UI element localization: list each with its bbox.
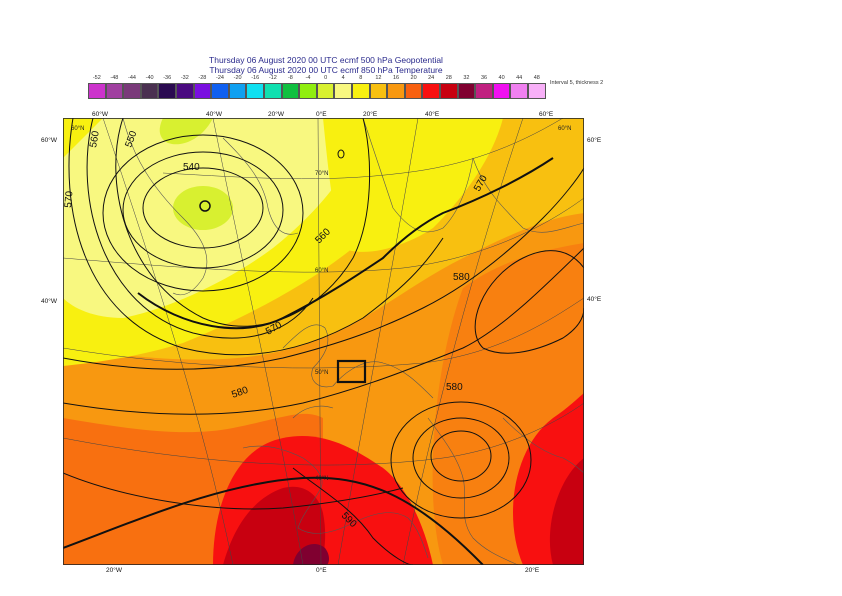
selection-box — [336, 359, 367, 384]
legend-tick-label: -36 — [163, 75, 172, 81]
left-lon-label: 40°W — [41, 298, 57, 305]
legend-swatch — [510, 83, 528, 99]
legend-swatch — [88, 83, 106, 99]
legend-tick-label: 36 — [480, 75, 488, 81]
right-lon-label: 40°E — [587, 296, 602, 303]
bottom-lon-label: 20°E — [525, 567, 540, 574]
legend-tick-label: -32 — [180, 75, 189, 81]
lat-label: 40°N — [315, 476, 328, 482]
legend-tick-label: 40 — [498, 75, 505, 81]
legend-tick-label: 32 — [463, 75, 470, 81]
legend-tick-label: -8 — [287, 75, 293, 81]
legend-swatch — [246, 83, 264, 99]
legend-swatch — [264, 83, 282, 99]
legend-swatch — [281, 83, 300, 99]
lat-label: 60°N — [315, 268, 328, 274]
legend-tick-label: -48 — [110, 75, 119, 81]
legend-swatch — [404, 83, 423, 99]
legend-tick-label: -40 — [145, 75, 154, 81]
right-lon-label: 60°E — [587, 137, 602, 144]
legend-tick-label: 4 — [341, 75, 345, 81]
legend-swatch — [387, 83, 405, 99]
contour-label: 540 — [183, 162, 200, 173]
legend-tick-label: 48 — [533, 75, 540, 81]
legend-swatch — [440, 83, 458, 99]
legend-tick-label: -44 — [128, 75, 136, 81]
temp-field-8-scandinavia — [323, 118, 503, 252]
legend-tick-label: 20 — [410, 75, 417, 81]
legend-tick-label: -52 — [92, 75, 101, 81]
bottom-lon-label: 20°W — [106, 567, 122, 574]
legend-swatch — [299, 83, 317, 99]
legend-tick-label: 8 — [359, 75, 363, 81]
legend-tick-label: -24 — [216, 75, 224, 81]
legend-tick-label: 24 — [428, 75, 435, 81]
top-lon-label: 20°W — [268, 111, 284, 118]
legend-tick-label: -12 — [268, 75, 277, 81]
map-svg: 560 550 540 570 560 570 570 580 580 580 … — [63, 118, 584, 565]
legend-tick-label: -16 — [251, 75, 260, 81]
legend-swatch — [105, 83, 124, 99]
contour-label: 570 — [63, 190, 75, 208]
legend-swatch — [193, 83, 212, 99]
legend-note: Interval 5, thickness 2 — [550, 80, 604, 86]
top-lon-label: 60°E — [539, 111, 554, 118]
contour-label: 580 — [446, 382, 463, 393]
top-lon-label: 40°E — [425, 111, 440, 118]
lat-label: 70°N — [315, 171, 328, 177]
legend-swatch — [211, 83, 229, 99]
legend-tick-label: 0 — [324, 75, 328, 81]
legend-tick-label: 12 — [375, 75, 382, 81]
top-lon-label: 60°W — [92, 111, 108, 118]
legend-swatch — [140, 83, 159, 99]
map-panel: 560 550 540 570 560 570 570 580 580 580 … — [63, 118, 584, 565]
legend-tick-label: 28 — [445, 75, 452, 81]
contour-label: 560 — [88, 130, 102, 149]
lat-label: 50°N — [315, 370, 328, 376]
top-lon-label: 0°E — [316, 111, 327, 118]
legend-tick-label: -28 — [198, 75, 207, 81]
legend-swatch — [528, 83, 546, 99]
chart-title-line-1: Thursday 06 August 2020 00 UTC ecmf 500 … — [209, 55, 443, 65]
legend-tick-label: -20 — [233, 75, 242, 81]
temp-field-28-east — [549, 458, 584, 565]
contour-label: 580 — [453, 272, 470, 283]
legend-swatch — [334, 83, 352, 99]
chart-title-line-2: Thursday 06 August 2020 00 UTC ecmf 850 … — [209, 65, 443, 75]
legend-tick-label: -4 — [305, 75, 311, 81]
lat-label-group: 70°N 60°N 50°N 40°N 60°N 60°N — [71, 126, 571, 482]
legend-swatch — [176, 83, 194, 99]
legend-swatch — [422, 83, 440, 99]
legend-swatch — [123, 83, 141, 99]
corner-lat-label: 60°N — [71, 126, 84, 132]
legend-swatch — [158, 83, 176, 99]
corner-lat-label: 60°N — [558, 126, 571, 132]
thick-contours — [63, 157, 554, 565]
legend-swatch — [475, 83, 493, 99]
legend-swatch — [316, 83, 335, 99]
legend-swatch — [369, 83, 388, 99]
left-lon-label: 60°W — [41, 137, 57, 144]
temp-field-0-north — [159, 118, 213, 145]
top-lon-label: 40°W — [206, 111, 222, 118]
top-lon-label: 20°E — [363, 111, 378, 118]
temp-field-0-cold-core — [173, 186, 233, 230]
legend-tick-label: 44 — [516, 75, 523, 81]
legend-swatch — [492, 83, 511, 99]
map-frame — [63, 118, 584, 565]
coastlines — [122, 118, 584, 565]
legend-swatch — [457, 83, 476, 99]
legend-tick-label: 16 — [392, 75, 400, 81]
legend-swatch — [228, 83, 247, 99]
legend-swatch — [352, 83, 370, 99]
bottom-lon-label: 0°E — [316, 567, 327, 574]
